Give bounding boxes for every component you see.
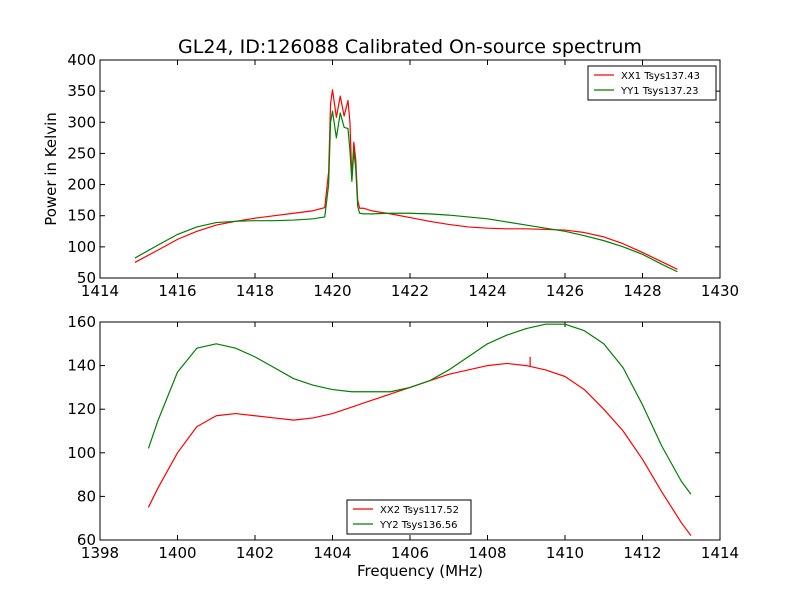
x-tick-label: 1414 — [81, 282, 119, 300]
y-tick-label: 350 — [67, 82, 96, 100]
legend-box — [587, 65, 717, 101]
top-panel: 1414 1416 1418 1420 1422 1424 1426 1428 1430 50 10… — [42, 51, 739, 300]
y-tick-label: 160 — [67, 313, 96, 331]
legend-entry: XX2 Tsys117.52 — [380, 505, 459, 516]
x-tick-label: 1420 — [313, 282, 351, 300]
series-line-1 — [147, 323, 692, 495]
y-tick-label: 100 — [67, 444, 96, 462]
legend-entry: YY1 Tsys137.23 — [620, 86, 699, 97]
x-tick-label: 1416 — [158, 282, 196, 300]
x-tick-label: 1424 — [468, 282, 506, 300]
y-tick-label: 100 — [67, 238, 96, 256]
x-axis-label: Frequency (MHz) — [357, 562, 483, 580]
x-tick-label: 1398 — [81, 544, 119, 562]
y-tick-label: 80 — [77, 487, 96, 505]
chart-title: GL24, ID:126088 Calibrated On-source spe… — [178, 36, 642, 58]
y-tick-label: 50 — [77, 269, 96, 287]
x-tick-label: 1422 — [391, 282, 429, 300]
y-tick-label: 60 — [77, 531, 96, 549]
y-tick-label: 300 — [67, 113, 96, 131]
x-tick-label: 1400 — [158, 544, 196, 562]
x-tick-label: 1414 — [701, 544, 739, 562]
y-tick-label: 150 — [67, 207, 96, 225]
x-tick-label: 1418 — [236, 282, 274, 300]
x-tick-label: 1430 — [701, 282, 739, 300]
y-tick-label: 120 — [67, 400, 96, 418]
y-axis-label: Power in Kelvin — [42, 112, 60, 226]
legend-entry: XX1 Tsys137.43 — [621, 71, 700, 82]
y-tick-label: 400 — [67, 51, 96, 69]
y-tick-label: 200 — [67, 176, 96, 194]
x-tick-label: 1410 — [546, 544, 584, 562]
series-line-0 — [134, 89, 678, 270]
x-tick-label: 1428 — [623, 282, 661, 300]
y-tick-label: 250 — [67, 144, 96, 162]
x-tick-label: 1404 — [313, 544, 351, 562]
legend-box — [346, 499, 472, 535]
x-tick-label: 1412 — [623, 544, 661, 562]
x-tick-label: 1426 — [546, 282, 584, 300]
series-line-1 — [134, 110, 678, 273]
x-tick-label: 1406 — [391, 544, 429, 562]
bottom-panel: 1398 1400 1402 1404 1406 1408 1410 1412 1414 60 80… — [67, 313, 739, 580]
x-tick-label: 1402 — [236, 544, 274, 562]
x-tick-label: 1408 — [468, 544, 506, 562]
legend-entry: YY2 Tsys136.56 — [379, 520, 458, 531]
y-tick-label: 140 — [67, 357, 96, 375]
